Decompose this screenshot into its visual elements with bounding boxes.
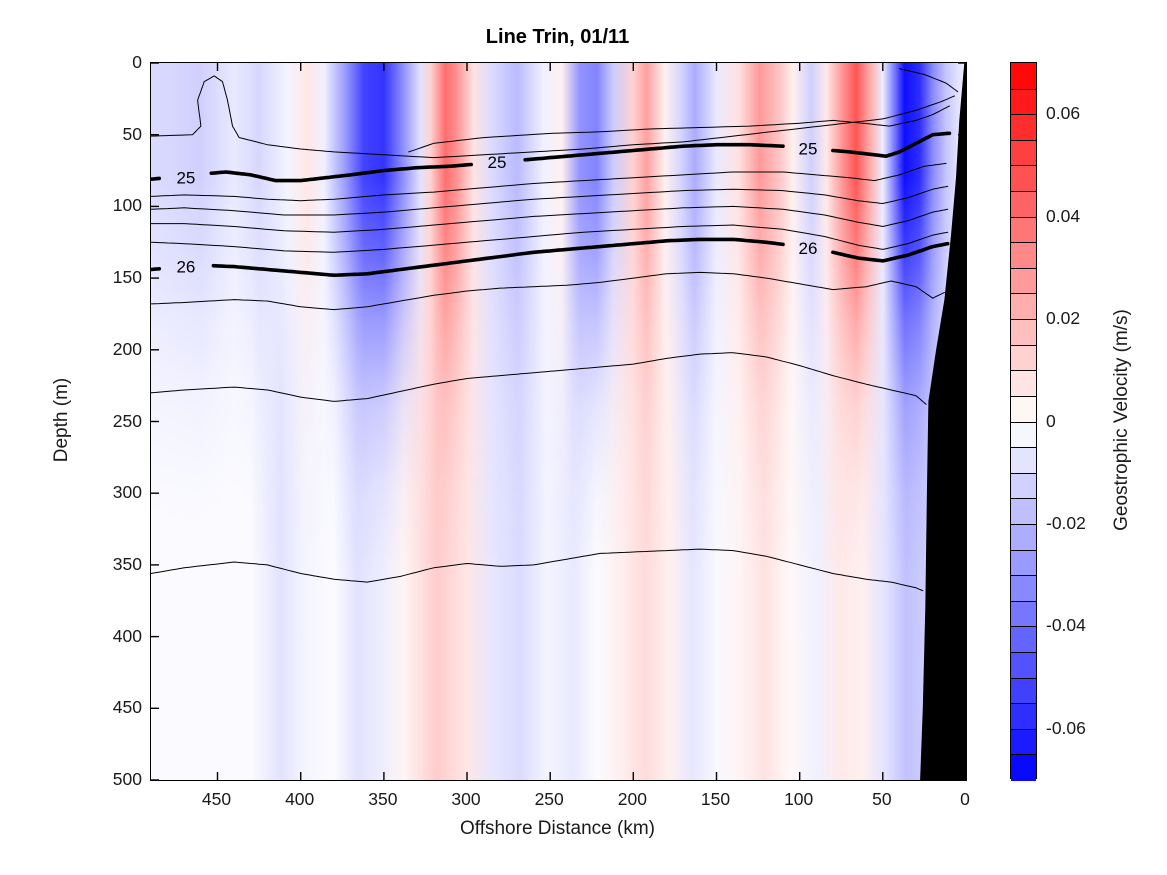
y-tick-label: 500: [112, 769, 142, 789]
colorbar-segment: [1011, 447, 1036, 474]
x-tick-label: 100: [784, 789, 814, 809]
colorbar-label: Geostrophic Velocity (m/s): [1111, 309, 1132, 531]
colorbar-segment: [1011, 191, 1036, 218]
x-tick-label: 250: [534, 789, 564, 809]
colorbar-tick-label: 0: [1046, 410, 1056, 431]
colorbar-segment: [1011, 421, 1036, 449]
colorbar-tick-label: 0.06: [1046, 103, 1081, 124]
chart-title: Line Trin, 01/11: [485, 26, 630, 48]
colorbar-segment: [1011, 498, 1036, 525]
colorbar-segment: [1011, 216, 1036, 244]
plot-area: 25 25 25 26 26: [150, 62, 967, 781]
colorbar-segment: [1011, 114, 1036, 141]
colorbar-segment: [1011, 344, 1036, 372]
x-tick-label: 0: [960, 789, 970, 809]
y-tick-label: 50: [122, 123, 142, 144]
x-tick-label: 150: [700, 789, 731, 809]
svg-text:25: 25: [176, 168, 195, 187]
colorbar-segment: [1011, 626, 1036, 653]
y-tick-label: 0: [132, 52, 142, 72]
colorbar-segment: [1011, 549, 1036, 577]
colorbar-segment: [1011, 575, 1036, 602]
y-tick-label: 150: [112, 267, 142, 288]
colorbar-segment: [1011, 395, 1036, 423]
svg-text:26: 26: [176, 257, 195, 276]
colorbar-segment: [1011, 472, 1036, 500]
x-tick-label: 450: [201, 789, 232, 809]
colorbar-tick-label: 0.02: [1046, 308, 1081, 329]
colorbar-segment: [1011, 728, 1036, 756]
colorbar-segment: [1011, 293, 1036, 321]
colorbar-tick-label: 0.04: [1046, 205, 1081, 226]
y-tick-label: 350: [112, 553, 142, 574]
y-tick-label: 250: [112, 410, 142, 431]
x-tick-label: 300: [451, 789, 481, 809]
colorbar-segment: [1011, 754, 1036, 781]
svg-text:25: 25: [487, 153, 506, 172]
x-tick-label: 50: [872, 789, 892, 809]
colorbar: [1010, 62, 1037, 781]
x-axis-label: Offshore Distance (km): [460, 818, 655, 839]
x-tick-label: 350: [368, 789, 398, 809]
colorbar-segment: [1011, 703, 1036, 730]
colorbar-segment: [1011, 523, 1036, 551]
y-tick-label: 400: [112, 625, 142, 646]
y-tick-label: 100: [112, 195, 142, 216]
y-tick-label: 300: [112, 482, 142, 503]
colorbar-tick-label: -0.06: [1046, 717, 1086, 738]
colorbar-segment: [1011, 370, 1036, 397]
svg-text:25: 25: [799, 139, 818, 158]
y-axis-label: Depth (m): [51, 377, 72, 463]
colorbar-tick-label: -0.04: [1046, 615, 1086, 636]
x-tick-label: 200: [617, 789, 647, 809]
colorbar-segment: [1011, 139, 1036, 167]
colorbar-segment: [1011, 267, 1036, 295]
svg-text:26: 26: [799, 239, 818, 258]
colorbar-tick-label: -0.02: [1046, 512, 1086, 533]
y-tick-label: 200: [112, 338, 142, 359]
colorbar-segment: [1011, 319, 1036, 346]
colorbar-segment: [1011, 600, 1036, 628]
colorbar-segment: [1011, 242, 1036, 269]
colorbar-segment: [1011, 165, 1036, 193]
colorbar-segment: [1011, 677, 1036, 705]
colorbar-segment: [1011, 88, 1036, 116]
colorbar-segment: [1011, 651, 1036, 679]
y-tick-label: 450: [112, 697, 142, 718]
x-tick-label: 400: [285, 789, 315, 809]
colorbar-segment: [1011, 63, 1036, 90]
